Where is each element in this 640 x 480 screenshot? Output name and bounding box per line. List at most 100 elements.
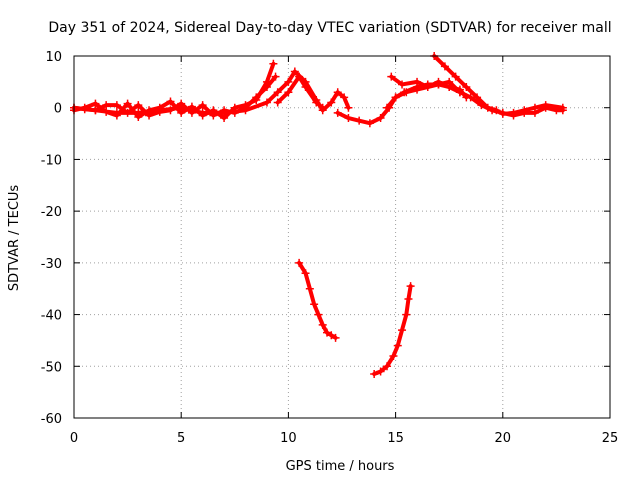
data-point [322,328,331,337]
data-point [262,98,271,107]
data-point [166,97,175,106]
y-tick-label: -60 [41,412,62,427]
data-point [530,103,539,112]
y-tick-label: -30 [41,257,62,272]
x-tick-label: 25 [602,431,619,446]
data-point [333,88,342,97]
data-point [112,101,121,110]
data-point [284,77,293,86]
data-point [473,93,482,102]
data-point [91,106,100,115]
data-point [406,282,415,291]
data-point [177,103,186,112]
data-point [318,103,327,112]
data-point [271,72,280,81]
data-point [305,284,314,293]
data-point [295,72,304,81]
data-point [387,72,396,81]
data-point [383,103,392,112]
data-point [314,310,323,319]
data-point [492,106,501,115]
data-point [198,108,207,117]
data-point [355,116,364,125]
data-point [155,106,164,115]
data-point [445,83,454,92]
x-tick-label: 20 [495,431,512,446]
data-point [558,103,567,112]
x-tick-label: 5 [177,431,185,446]
chart-title: Day 351 of 2024, Sidereal Day-to-day VTE… [48,20,611,36]
y-tick-label: 0 [54,102,62,117]
data-point [402,310,411,319]
data-point [123,99,132,108]
data-point [376,114,385,123]
data-point [290,67,299,76]
data-point [462,93,471,102]
axis-ticks: 0 5 10 15 20 25 -60 -50 -40 -30 -20 -10 0 10 [41,50,619,446]
data-point [333,108,342,117]
data-point [462,83,471,92]
data-point [391,93,400,102]
data-point [220,108,229,117]
data-point [483,103,492,112]
data-point [389,351,398,360]
data-point [434,77,443,86]
y-tick-label: 10 [45,50,62,65]
data-point [102,101,111,110]
data-point [344,114,353,123]
y-tick-label: -20 [41,205,62,220]
data-point [498,109,507,118]
data-point [455,85,464,94]
data-point [400,88,409,97]
data-point [273,98,282,107]
y-tick-label: -50 [41,360,62,375]
y-axis-label: SDTVAR / TECUs [7,185,22,292]
data-point [241,106,250,115]
series-track-i [297,260,338,340]
data-point [262,83,271,92]
data-point [331,333,340,342]
x-tick-label: 10 [280,431,297,446]
data-point [451,72,460,81]
data-point [344,103,353,112]
data-point [273,88,282,97]
data-point [365,119,374,128]
data-point [376,367,385,376]
data-point [398,326,407,335]
data-point [134,108,143,117]
x-axis-label: GPS time / hours [286,459,395,474]
data-point [295,258,304,267]
data-point [393,341,402,350]
data-point [318,320,327,329]
data-point [413,77,422,86]
data-point [509,108,518,117]
data-point [541,101,550,110]
data-point [134,101,143,110]
data-point [198,101,207,110]
data-point [440,62,449,71]
data-point [312,98,321,107]
x-tick-label: 15 [387,431,404,446]
data-point [398,80,407,89]
data-point [383,362,392,371]
y-tick-label: -10 [41,153,62,168]
data-point [520,106,529,115]
series-track-e [335,82,565,126]
data-point [252,93,261,102]
data-point [327,331,336,340]
y-tick-label: -40 [41,309,62,324]
data-point [310,300,319,309]
data-point [269,59,278,68]
plot-frame [73,55,611,419]
x-tick-label: 0 [70,431,78,446]
data-point [91,99,100,108]
data-point [327,98,336,107]
data-point [284,88,293,97]
data-point [404,295,413,304]
data-point [370,370,379,379]
series-layer [70,52,567,379]
data-point [301,83,310,92]
data-point [423,83,432,92]
series-track-d [275,74,325,110]
